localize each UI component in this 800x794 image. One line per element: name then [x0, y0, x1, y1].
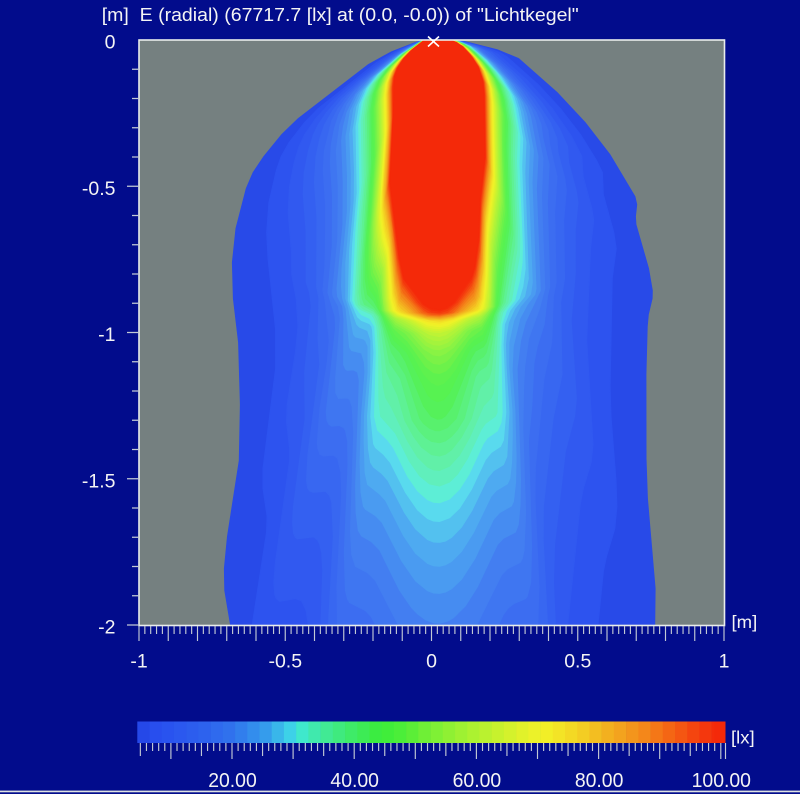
svg-text:40.00: 40.00	[330, 770, 379, 792]
svg-text:[m] E (radial) (67717.7 [lx]: [m] E (radial) (67717.7 [lx] at (0.0, -0…	[102, 5, 579, 25]
svg-text:-1: -1	[98, 324, 115, 346]
svg-text:-1: -1	[130, 651, 147, 673]
svg-text:100.00: 100.00	[692, 770, 751, 792]
svg-text:1: 1	[719, 651, 730, 673]
svg-text:-0.5: -0.5	[268, 651, 302, 673]
svg-text:60.00: 60.00	[453, 770, 502, 792]
svg-text:-1.5: -1.5	[82, 470, 116, 492]
svg-text:0: 0	[426, 651, 437, 673]
svg-text:-2: -2	[98, 617, 115, 639]
svg-text:[m]: [m]	[732, 612, 758, 631]
svg-text:0: 0	[105, 32, 116, 54]
svg-text:80.00: 80.00	[575, 770, 624, 792]
svg-text:[lx]: [lx]	[731, 728, 755, 747]
svg-text:0.5: 0.5	[564, 651, 591, 673]
svg-text:20.00: 20.00	[208, 770, 257, 792]
svg-text:-0.5: -0.5	[82, 178, 116, 200]
